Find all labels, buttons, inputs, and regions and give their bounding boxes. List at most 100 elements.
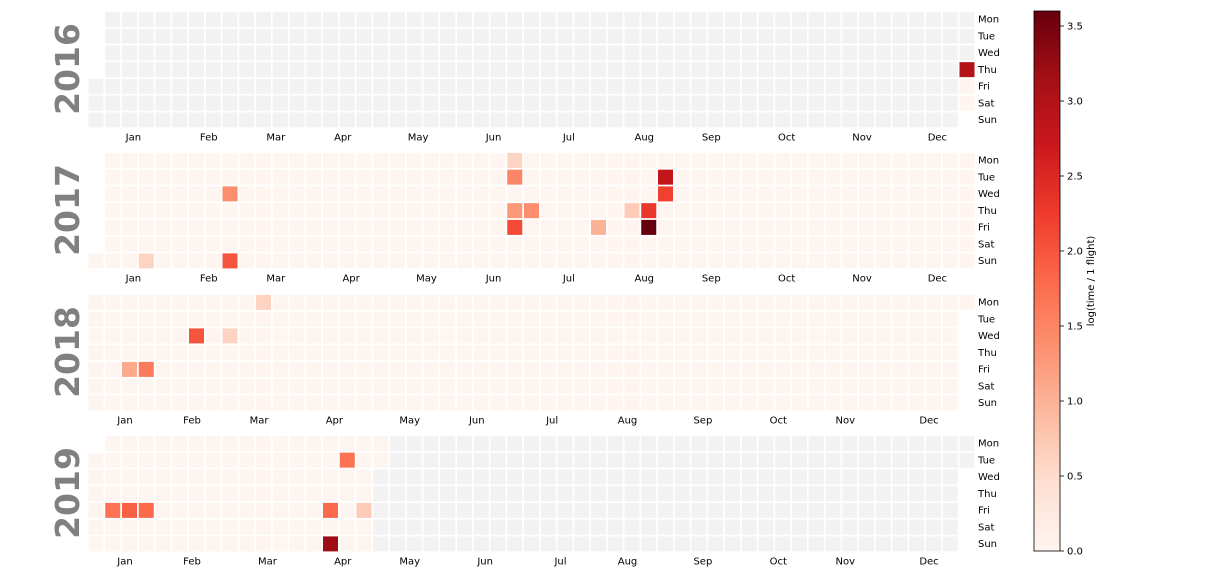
day-cell (959, 236, 975, 252)
day-cell (88, 469, 104, 485)
day-cell (875, 78, 891, 94)
day-cell (658, 45, 673, 61)
day-cell (473, 328, 489, 344)
day-cell (909, 152, 925, 168)
day-cell (658, 452, 673, 468)
day-cell (859, 328, 874, 344)
day-cell (926, 203, 941, 219)
day-cell (557, 186, 573, 202)
day-cell (808, 311, 824, 327)
day-cell (306, 219, 322, 235)
day-cell (323, 112, 338, 128)
weekday-label: Thu (977, 65, 997, 76)
day-cell (825, 236, 841, 252)
day-cell (524, 253, 539, 269)
weekday-label: Sat (978, 98, 994, 109)
day-cell (122, 203, 137, 219)
day-cell (406, 486, 422, 502)
day-cell (892, 469, 908, 485)
day-cell (892, 328, 908, 344)
day-cell (373, 152, 389, 168)
day-cell (725, 152, 740, 168)
day-cell (155, 395, 171, 411)
day-cell (122, 28, 137, 44)
day-cell (574, 28, 590, 44)
day-cell (758, 361, 774, 377)
day-cell (524, 236, 539, 252)
day-cell (574, 435, 590, 451)
day-cell (122, 95, 137, 111)
day-cell (792, 519, 807, 535)
day-cell (289, 169, 305, 185)
day-cell (306, 95, 322, 111)
day-cell (272, 28, 288, 44)
colorbar-gradient (1033, 10, 1061, 552)
day-cell (708, 95, 724, 111)
day-cell (708, 452, 724, 468)
day-cell (138, 78, 154, 94)
day-cell (741, 311, 757, 327)
day-cell (323, 328, 338, 344)
day-cell (674, 502, 690, 518)
day-cell (591, 311, 606, 327)
day-cell (507, 236, 523, 252)
day-cell (959, 203, 975, 219)
day-cell (490, 95, 506, 111)
day-cell (808, 28, 824, 44)
day-cell (138, 152, 154, 168)
day-cell (406, 452, 422, 468)
day-cell (189, 11, 204, 27)
day-cell (256, 435, 271, 451)
day-cell (842, 203, 858, 219)
day-cell (775, 395, 791, 411)
day-cell (859, 169, 874, 185)
day-cell (842, 95, 858, 111)
day-cell (875, 536, 891, 552)
day-cell (205, 328, 221, 344)
day-cell (658, 78, 673, 94)
day-cell (457, 345, 472, 361)
day-cell (239, 311, 255, 327)
day-cell (457, 78, 472, 94)
day-cell (356, 519, 372, 535)
day-cell (708, 45, 724, 61)
day-cell (859, 361, 874, 377)
day-cell (289, 28, 305, 44)
day-cell (256, 45, 271, 61)
day-cell (155, 186, 171, 202)
day-cell (189, 395, 204, 411)
day-cell (792, 452, 807, 468)
day-cell (524, 62, 539, 78)
day-cell (574, 253, 590, 269)
day-cell (457, 45, 472, 61)
day-cell (641, 294, 657, 310)
day-cell (356, 11, 372, 27)
day-cell (105, 502, 121, 518)
day-cell (272, 112, 288, 128)
day-cell (959, 452, 975, 468)
day-cell (457, 361, 472, 377)
day-cell (490, 11, 506, 27)
day-cell (239, 452, 255, 468)
day-cell (507, 435, 523, 451)
day-cell (574, 95, 590, 111)
day-cell (892, 203, 908, 219)
day-cell (792, 152, 807, 168)
day-cell (926, 361, 941, 377)
day-cell (390, 219, 405, 235)
day-cell (607, 486, 623, 502)
day-cell (323, 395, 338, 411)
day-cell (875, 469, 891, 485)
day-cell (691, 345, 707, 361)
day-cell (641, 28, 657, 44)
day-cell (423, 469, 439, 485)
day-cell (792, 11, 807, 27)
day-cell (356, 486, 372, 502)
day-cell (524, 95, 539, 111)
day-cell (524, 311, 539, 327)
day-cell (658, 536, 673, 552)
day-cell (406, 345, 422, 361)
day-cell (289, 62, 305, 78)
month-label: Apr (334, 556, 352, 567)
day-cell (775, 95, 791, 111)
